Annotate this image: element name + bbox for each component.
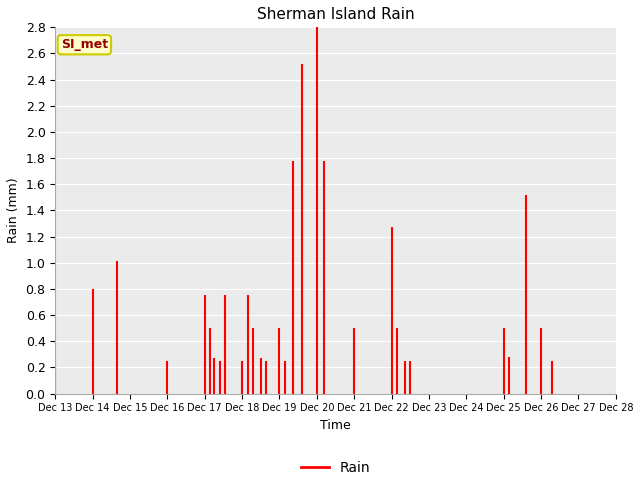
Y-axis label: Rain (mm): Rain (mm) bbox=[7, 178, 20, 243]
Title: Sherman Island Rain: Sherman Island Rain bbox=[257, 7, 414, 22]
Legend: Rain: Rain bbox=[295, 456, 376, 480]
X-axis label: Time: Time bbox=[320, 419, 351, 432]
Text: SI_met: SI_met bbox=[61, 38, 108, 51]
